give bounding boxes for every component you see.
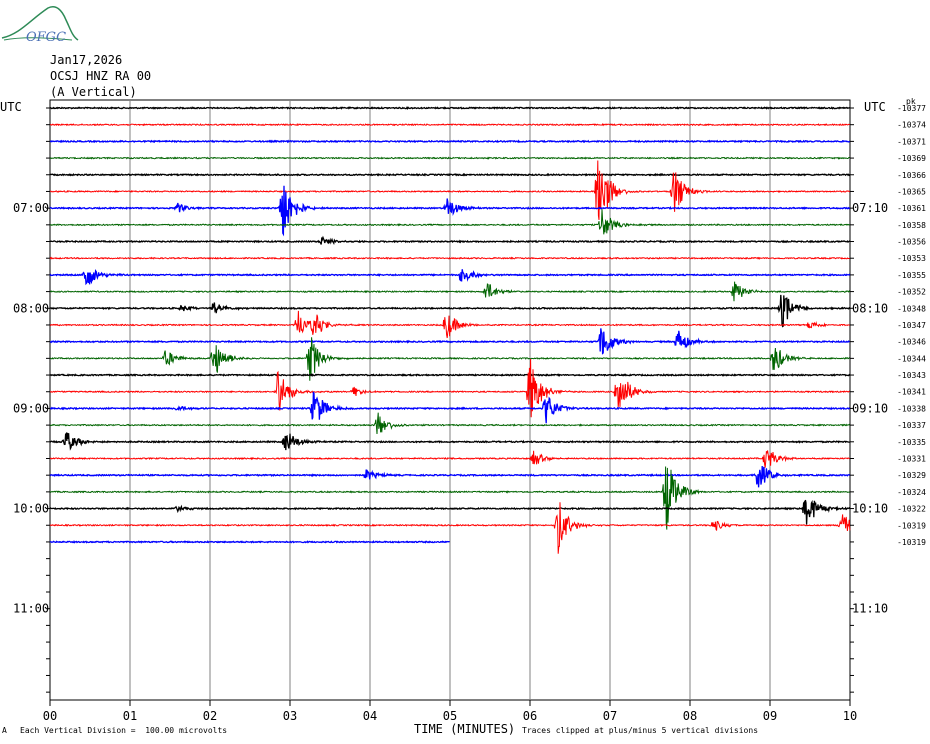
trace-peak-label: -10371 [897, 137, 926, 146]
x-tick-label: 10 [843, 709, 857, 723]
hour-label-right: 09:10 [852, 401, 888, 415]
trace-line [49, 502, 851, 554]
hour-label-left: 09:00 [13, 401, 49, 415]
trace-line [49, 209, 850, 235]
hour-label-right: 10:10 [852, 502, 888, 516]
trace-peak-label: -10319 [897, 521, 926, 530]
station-label: OCSJ HNZ RA 00 [50, 69, 152, 83]
trace-line [49, 499, 851, 525]
scale-mark: A [2, 726, 7, 735]
x-tick-label: 09 [763, 709, 777, 723]
trace-peak-label: -10347 [897, 321, 926, 330]
date-label: Jan17,2026 [50, 53, 123, 67]
trace-peak-label: -10319 [897, 538, 926, 547]
logo-text: OFGC [26, 30, 66, 45]
trace-line [49, 160, 851, 220]
x-axis-title: TIME (MINUTES) [414, 722, 516, 736]
trace-peak-label: -10331 [897, 454, 926, 463]
hour-label-left: 08:00 [13, 301, 49, 315]
trace-peak-label: -10329 [897, 471, 926, 480]
x-tick-label: 08 [683, 709, 697, 723]
trace-line [49, 123, 850, 127]
trace-line [49, 358, 851, 418]
scale-note: Each Vertical Division = 100.00 microvol… [20, 726, 228, 735]
trace-line [50, 294, 851, 328]
right-utc-label: UTC [864, 100, 886, 114]
x-tick-label: 05 [443, 709, 457, 723]
left-utc-label: UTC [0, 100, 22, 114]
component-label: (A Vertical) [50, 85, 137, 99]
trace-line [49, 156, 850, 160]
trace-peak-label: -10353 [897, 254, 926, 263]
trace-peak-label: -10324 [897, 488, 926, 497]
x-tick-label: 02 [203, 709, 217, 723]
trace-line [49, 539, 450, 544]
trace-line [49, 269, 851, 286]
axis-labels: 00 01 02 03 04 05 06 07 08 09 10 -10377 -10374 -10371… [13, 104, 926, 723]
x-tick-label: 01 [123, 709, 137, 723]
trace-line [49, 172, 851, 177]
trace-line [49, 185, 851, 237]
trace-line [49, 139, 851, 144]
trace-peak-label: -10366 [897, 171, 926, 180]
trace-peak-label: -10365 [897, 187, 926, 196]
trace-peak-label: -10322 [897, 505, 926, 514]
trace-peak-label: -10338 [897, 404, 926, 413]
x-tick-label: 03 [283, 709, 297, 723]
trace-line [49, 466, 851, 530]
hour-label-left: 10:00 [13, 502, 49, 516]
trace-peak-label: -10343 [897, 371, 926, 380]
trace-peak-label: -10346 [897, 338, 926, 347]
trace-line [49, 328, 850, 355]
trace-peak-label: -10335 [897, 438, 926, 447]
trace-peak-label: -10344 [897, 354, 926, 363]
ofgc-logo: OFGC [1, 6, 79, 45]
pk-label: pk [906, 97, 916, 106]
hour-label-left: 07:00 [13, 201, 49, 215]
trace-peak-label: -10361 [897, 204, 926, 213]
trace-line [49, 310, 851, 339]
trace-peak-label: -10337 [897, 421, 926, 430]
hour-label-left: 11:00 [13, 602, 49, 616]
trace-line [49, 412, 851, 435]
trace-peak-label: -10348 [897, 304, 926, 313]
trace-peak-label: -10355 [897, 271, 926, 280]
trace-peak-label: -10356 [897, 238, 926, 247]
trace-line [49, 431, 850, 451]
hour-label-right: 08:10 [852, 301, 888, 315]
x-tick-label: 07 [603, 709, 617, 723]
hour-label-right: 11:10 [852, 602, 888, 616]
hour-label-right: 07:10 [852, 201, 888, 215]
trace-peak-label: -10369 [897, 154, 926, 163]
trace-line [49, 391, 851, 424]
x-tick-label: 06 [523, 709, 537, 723]
trace-line [49, 105, 851, 111]
trace-line [49, 465, 851, 488]
trace-peak-label: -10358 [897, 221, 926, 230]
seismic-traces [49, 105, 851, 554]
trace-peak-label: -10352 [897, 288, 926, 297]
x-tick-label: 04 [363, 709, 377, 723]
trace-line [49, 235, 850, 245]
x-tick-label: 00 [43, 709, 57, 723]
trace-line [49, 256, 850, 260]
plot-grid [46, 99, 854, 706]
trace-peak-label: -10377 [897, 104, 926, 113]
clip-note: Traces clipped at plus/minus 5 vertical … [522, 726, 759, 735]
trace-line [49, 373, 851, 377]
trace-peak-label: -10341 [897, 388, 926, 397]
trace-peak-label: -10374 [897, 121, 926, 130]
trace-line [49, 281, 851, 302]
trace-line [49, 450, 850, 468]
trace-line [49, 337, 850, 381]
